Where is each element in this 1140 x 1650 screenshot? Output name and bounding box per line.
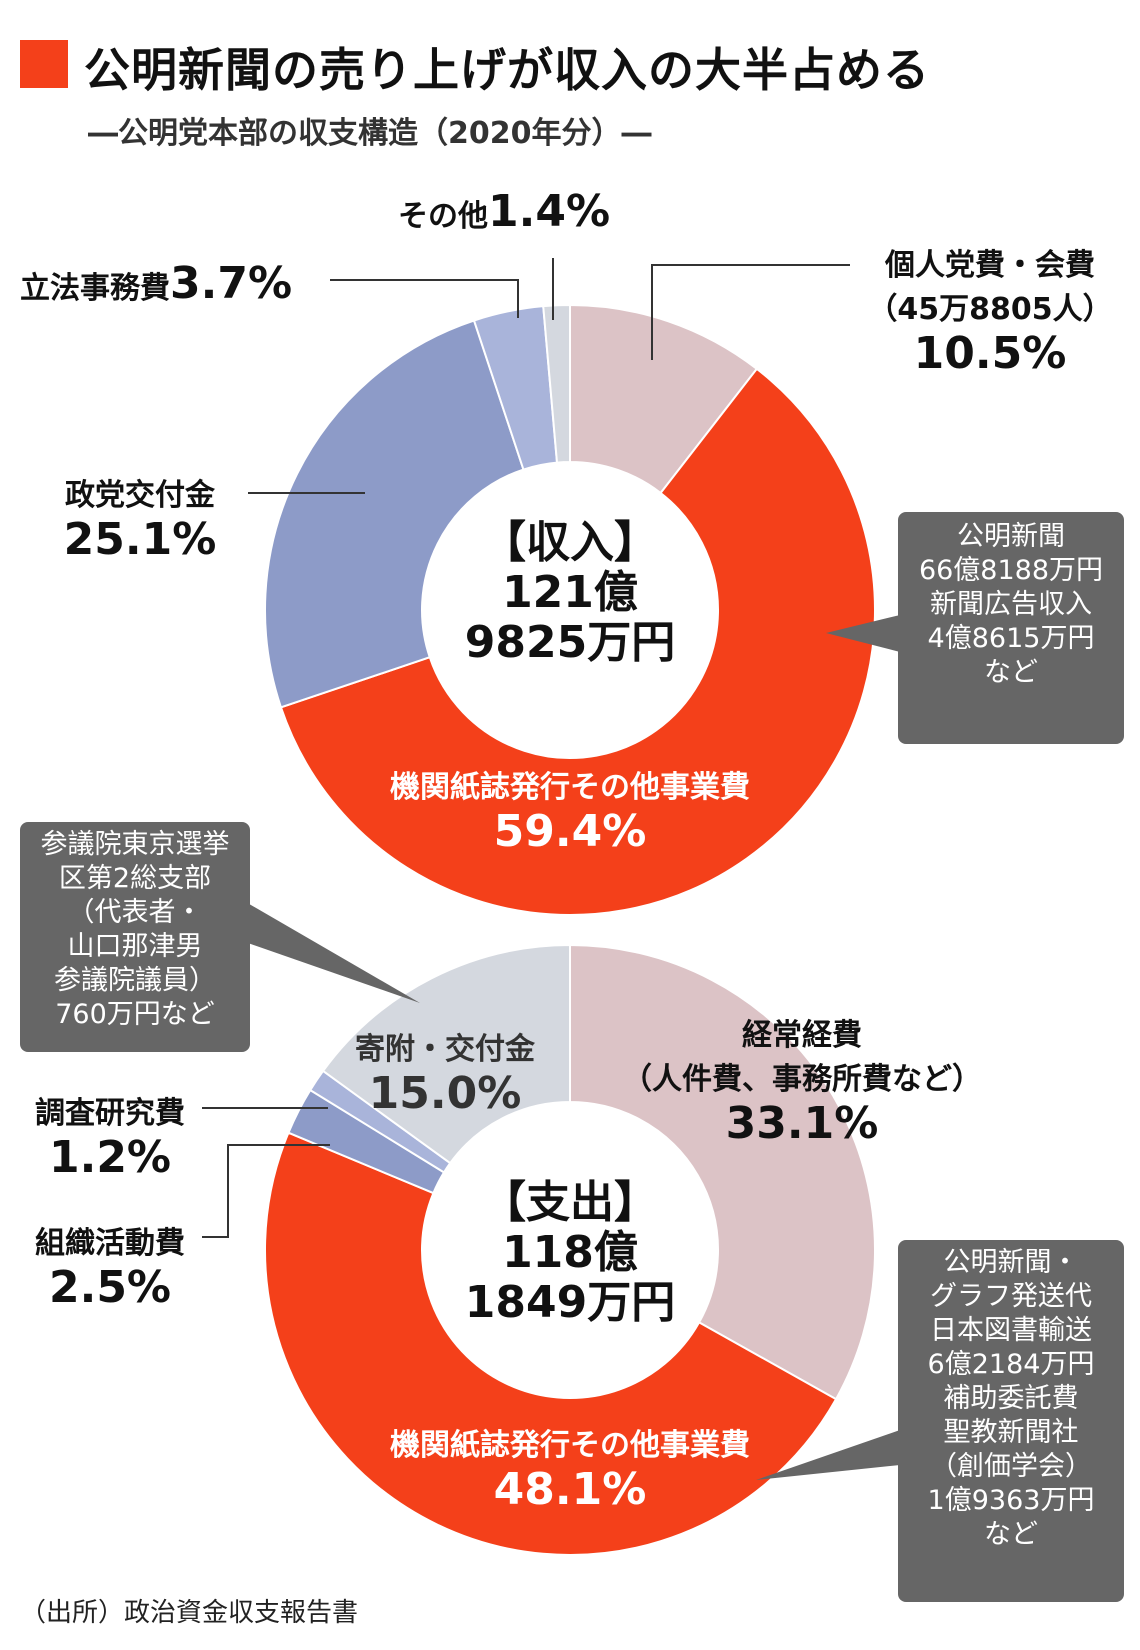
callout-expense: 公明新聞・ グラフ発送代 日本図書輸送 6億2184万円 補助委託費 聖教新聞社… — [898, 1240, 1124, 1602]
label-membership: 個人党費・会費 （45万8805人） 10.5% — [867, 248, 1113, 379]
callout-pointer-income — [826, 615, 900, 652]
label-legislative: 立法事務費3.7% — [20, 258, 293, 309]
source-note: （出所）政治資金収支報告書 — [20, 1598, 359, 1628]
leader-legislative — [330, 279, 519, 318]
title-marker — [20, 40, 68, 88]
label-org: 組織活動費 2.5% — [35, 1226, 185, 1313]
income-slice-publications — [279, 367, 876, 916]
label-publications-expense: 機関紙誌発行その他事業費 48.1% — [390, 1428, 750, 1515]
income-center: 【収入】 121億 9825万円 — [464, 517, 676, 668]
leader-org — [202, 1144, 330, 1238]
expense-slice-other-or-donation — [321, 943, 571, 1165]
callout-pointer-donation — [225, 890, 420, 1003]
leader-membership — [651, 264, 850, 360]
chart-title: 公明新聞の売り上げが収入の大半占める — [84, 43, 930, 97]
expense-slice-membership-or-operating — [569, 943, 876, 1401]
income-donut — [264, 303, 876, 916]
label-donation: 寄附・交付金 15.0% — [355, 1032, 535, 1119]
label-publications-income: 機関紙誌発行その他事業費 59.4% — [390, 770, 750, 857]
callout-income: 公明新聞 66億8188万円 新聞広告収入 4億8615万円 など — [898, 512, 1124, 744]
callout-donation: 参議院東京選挙 区第2総支部 （代表者・ 山口那津男 参議院議員） 760万円な… — [20, 822, 250, 1052]
income-slice-subsidy-or-org — [264, 319, 525, 709]
label-operating: 経常経費 （人件費、事務所費など） 33.1% — [622, 1018, 982, 1149]
leader-lines — [202, 258, 850, 1238]
label-subsidy: 政党交付金 25.1% — [63, 478, 217, 565]
expense-donut — [264, 943, 876, 1556]
label-research: 調査研究費 1.2% — [35, 1096, 185, 1183]
callout-pointer-expense — [756, 1430, 900, 1480]
expense-center: 【支出】 118億 1849万円 — [464, 1177, 676, 1328]
expense-slice-publications — [264, 1131, 838, 1556]
label-other: その他1.4% — [398, 186, 611, 237]
chart-subtitle: ―公明党本部の収支構造（2020年分）― — [88, 116, 652, 151]
